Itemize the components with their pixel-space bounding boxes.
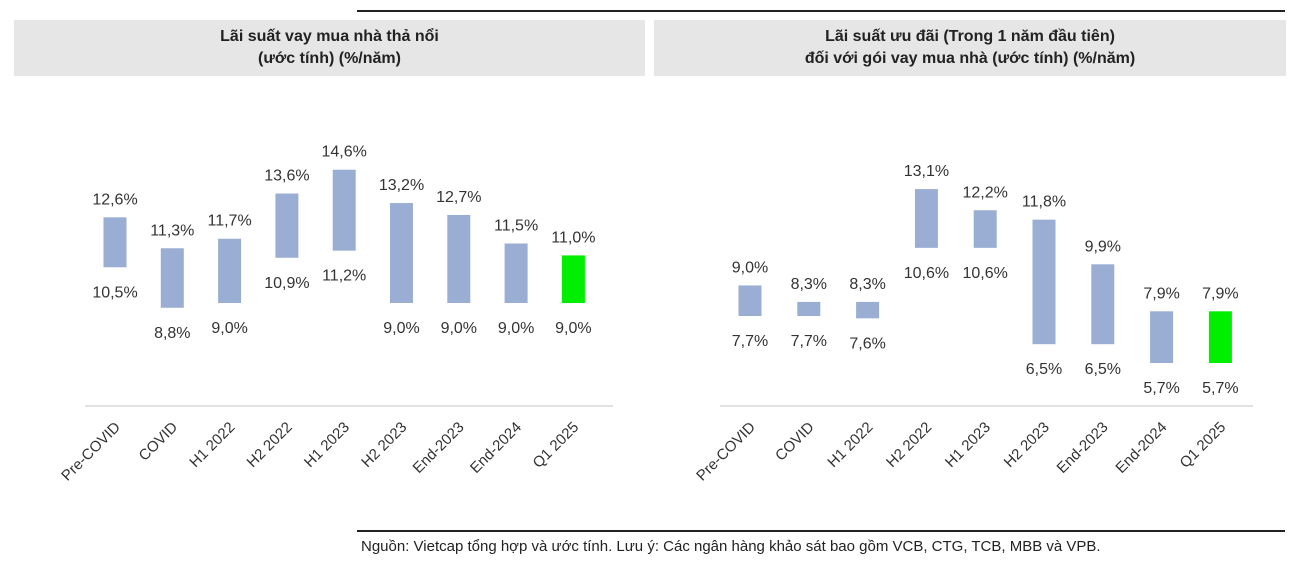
right-low-label-0: 7,7% [732, 333, 768, 350]
source-note: Nguồn: Vietcap tổng hợp và ước tính. Lưu… [361, 538, 1101, 555]
left-low-label-6: 9,0% [441, 320, 477, 337]
left-high-label-4: 14,6% [322, 144, 367, 161]
right-bar-5 [1032, 219, 1056, 345]
left-low-label-1: 8,8% [154, 325, 190, 342]
left-high-label-8: 11,0% [551, 229, 595, 246]
left-low-label-5: 9,0% [383, 320, 419, 337]
left-high-label-6: 12,7% [436, 189, 481, 206]
right-high-label-0: 9,0% [732, 259, 768, 276]
right-high-label-8: 7,9% [1202, 285, 1238, 302]
right-chart-title-line-1: Lãi suất ưu đãi (Trong 1 năm đầu tiên) [825, 28, 1115, 45]
left-bar-4 [332, 169, 356, 251]
right-tick-label-3: H2 2022 [883, 419, 935, 471]
right-high-label-1: 8,3% [791, 276, 827, 293]
left-tick-label-3: H2 2022 [244, 419, 296, 471]
left-bar-1 [160, 248, 184, 308]
right-bar-6 [1091, 264, 1115, 345]
right-high-label-7: 7,9% [1143, 285, 1179, 302]
right-low-label-8: 5,7% [1202, 380, 1238, 397]
right-low-label-1: 7,7% [791, 333, 827, 350]
right-low-label-2: 7,6% [849, 335, 885, 352]
left-tick-label-1: COVID [136, 419, 182, 465]
right-tick-label-8: Q1 2025 [1177, 419, 1230, 472]
right-bar-0 [738, 285, 762, 316]
left-low-label-7: 9,0% [498, 320, 534, 337]
left-high-label-1: 11,3% [150, 222, 194, 239]
right-low-label-6: 6,5% [1085, 361, 1121, 378]
right-high-label-3: 13,1% [904, 163, 949, 180]
left-tick-label-6: End-2023 [410, 419, 468, 477]
left-tick-label-4: H1 2023 [301, 419, 353, 471]
left-high-label-2: 11,7% [208, 213, 252, 230]
left-bar-0 [103, 217, 127, 268]
right-chart-title: Lãi suất ưu đãi (Trong 1 năm đầu tiên) đ… [654, 20, 1286, 76]
left-tick-label-8: Q1 2025 [530, 419, 583, 472]
left-high-label-3: 13,6% [264, 168, 309, 185]
left-high-label-7: 11,5% [494, 218, 538, 235]
left-bar-5 [390, 203, 413, 303]
right-high-label-4: 12,2% [963, 184, 1008, 201]
right-low-label-5: 6,5% [1026, 361, 1062, 378]
right-low-label-7: 5,7% [1143, 380, 1179, 397]
right-low-label-3: 10,6% [904, 265, 949, 282]
left-low-label-0: 10,5% [92, 284, 137, 301]
right-chart-title-line-2: đối với gói vay mua nhà (ước tính) (%/nă… [804, 50, 1136, 67]
right-tick-label-1: COVID [772, 419, 818, 465]
left-bar-3 [275, 193, 299, 258]
right-high-label-6: 9,9% [1085, 238, 1121, 255]
left-tick-label-7: End-2024 [467, 419, 525, 477]
right-bar-4 [973, 210, 997, 248]
right-tick-label-2: H1 2022 [824, 419, 876, 471]
left-low-label-3: 10,9% [264, 275, 309, 292]
right-tick-label-4: H1 2023 [942, 419, 994, 471]
right-bar-2 [856, 301, 880, 319]
right-bar-8 [1208, 311, 1232, 363]
right-tick-label-7: End-2024 [1112, 419, 1170, 477]
left-high-label-0: 12,6% [92, 191, 137, 208]
left-low-label-8: 9,0% [555, 320, 591, 337]
right-tick-label-0: Pre-COVID [693, 419, 759, 485]
left-tick-label-0: Pre-COVID [58, 419, 124, 485]
bottom-rule [357, 530, 1285, 532]
left-bar-8 [561, 255, 585, 303]
left-high-label-5: 13,2% [379, 177, 424, 194]
right-tick-label-6: End-2023 [1054, 419, 1112, 477]
left-bar-2 [218, 238, 242, 303]
left-tick-label-5: H2 2023 [358, 419, 410, 471]
left-low-label-2: 9,0% [211, 320, 247, 337]
left-bar-7 [504, 243, 528, 303]
right-tick-label-5: H2 2023 [1001, 419, 1053, 471]
left-chart-title: Lãi suất vay mua nhà thả nổi (ước tính) … [14, 20, 645, 76]
right-high-label-5: 11,8% [1022, 194, 1066, 211]
left-chart-title-line-2: (ước tính) (%/năm) [258, 50, 401, 67]
right-bar-3 [914, 189, 938, 248]
left-low-label-4: 11,2% [322, 268, 366, 285]
right-bar-1 [797, 301, 821, 316]
left-tick-label-2: H1 2022 [186, 419, 238, 471]
right-bar-7 [1150, 311, 1174, 363]
right-low-label-4: 10,6% [963, 265, 1008, 282]
right-high-label-2: 8,3% [849, 276, 885, 293]
left-bar-6 [447, 214, 471, 303]
top-rule [357, 10, 1285, 12]
left-chart-title-line-1: Lãi suất vay mua nhà thả nổi [220, 28, 439, 45]
